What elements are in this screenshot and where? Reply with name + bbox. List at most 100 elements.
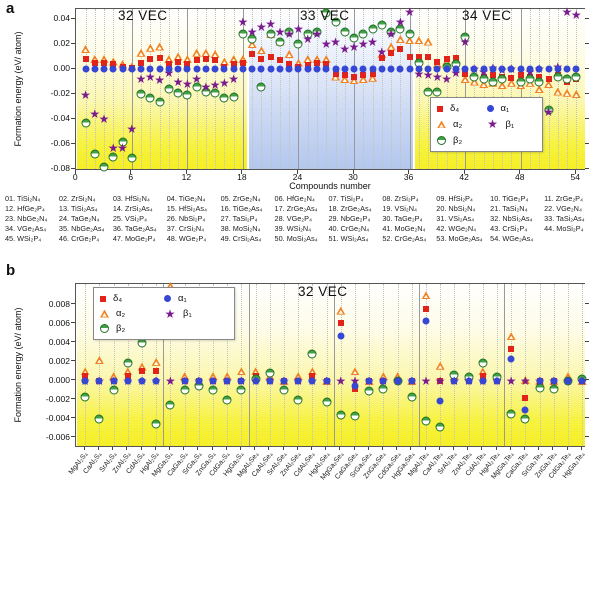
circle-marker [433, 65, 441, 73]
square-marker [378, 54, 385, 61]
panel-b-x-tickmark [183, 447, 185, 450]
star-marker: ★ [293, 22, 304, 36]
panel-b-x-tickmark [523, 447, 525, 450]
half-circle-marker [90, 149, 100, 159]
minor-gridline [418, 9, 420, 169]
circle-marker [563, 65, 571, 73]
legend-item: δ₄ [437, 101, 487, 117]
triangle-marker-inner [203, 52, 209, 56]
square-marker [332, 71, 339, 77]
star-marker: ★ [256, 19, 267, 34]
half-circle-marker [293, 39, 303, 49]
minor-gridline [289, 9, 291, 169]
circle-marker [304, 65, 312, 73]
legend-item: α₂ [100, 306, 164, 321]
triangle-marker-inner [249, 43, 255, 48]
half-circle-marker [123, 358, 133, 368]
panel-b-compound-label: ZnAl₂Se₄ [279, 451, 303, 478]
triangle-marker [460, 75, 470, 83]
half-circle-marker [331, 17, 341, 26]
triangle-marker [469, 77, 479, 86]
circle-marker [323, 377, 331, 385]
circle-marker [195, 377, 203, 385]
half-circle-marker [164, 84, 174, 94]
half-circle-marker [321, 8, 331, 18]
square-marker [517, 72, 524, 79]
minor-gridline [227, 284, 229, 446]
panel-b-compound-label: CdAl₂Se₄ [293, 451, 317, 479]
panel-b-x-tickmark [538, 447, 540, 450]
square-marker [351, 73, 358, 80]
star-marker: ★ [172, 74, 184, 89]
circle-marker [138, 377, 146, 385]
legend-label: β₁ [505, 118, 515, 130]
triangle-marker [94, 356, 104, 364]
major-gridline [298, 9, 300, 169]
compound-list-item: 47. MoGe₂P₄ [112, 234, 156, 243]
star-marker: ★ [434, 373, 446, 388]
panel-a-x-tick-label: 6 [128, 172, 134, 182]
panel-a-legend: δ₄ α₂ β₂ α₁ ★ β₁ [430, 97, 543, 152]
panel-b-compound-label: MgAl₂S₄ [68, 451, 90, 476]
triangle-marker [386, 42, 396, 51]
half-circle-marker [180, 385, 190, 395]
legend-label: α₁ [500, 103, 510, 115]
square-marker [415, 53, 422, 60]
half-circle-marker [155, 97, 165, 106]
half-circle-marker [192, 82, 202, 91]
major-gridline [354, 9, 356, 169]
panel-b-x-tickmark [481, 447, 483, 450]
panel-b-compound-label: CaGa₂S₄ [166, 451, 190, 478]
triangle-marker-inner [573, 93, 579, 98]
circle-marker [128, 65, 136, 73]
half-circle-marker [549, 384, 559, 393]
star-marker: ★ [89, 107, 101, 121]
triangle-marker [80, 367, 90, 376]
major-gridline [187, 9, 189, 169]
panel-a-y-tick-label: -0.02 [50, 88, 70, 98]
compound-list-item: 20. NbSi₂N₄ [436, 204, 476, 213]
circle-marker [124, 377, 132, 385]
minor-gridline [568, 284, 569, 446]
circle-marker [359, 65, 367, 73]
minor-gridline [326, 9, 328, 169]
half-circle-marker [520, 414, 530, 424]
triangle-marker-inner [518, 84, 523, 89]
square-marker [184, 61, 191, 67]
circle-marker [119, 65, 127, 73]
panel-a-x-tick-label: 54 [570, 172, 580, 182]
panel-a-x-tickmark [185, 170, 187, 174]
triangle-marker-inner [83, 48, 88, 53]
circle-marker [470, 65, 478, 73]
minor-gridline [411, 284, 413, 446]
compound-list-item: 26. NbSi₂P₄ [166, 214, 206, 223]
triangle-marker [284, 50, 294, 58]
minor-gridline [483, 9, 485, 169]
compound-list-item: 48. WGe₂P₄ [166, 234, 207, 243]
panel-b-x-tickmark [239, 447, 241, 450]
compound-list-item: 51. WSi₂As₄ [328, 234, 369, 243]
star-marker: ★ [181, 77, 193, 91]
triangle-marker-inner [148, 47, 153, 51]
star-marker: ★ [265, 17, 277, 31]
panel-a-y-tick-label: 0.02 [53, 38, 70, 48]
circle-marker [252, 377, 260, 385]
circle-marker [379, 377, 387, 385]
compound-list-item: 36. TaGe₂As₄ [112, 224, 157, 233]
compound-list-item: 49. CrSi₂As₄ [220, 234, 262, 243]
star-marker: ★ [441, 72, 452, 86]
half-circle-marker [236, 385, 246, 395]
star-marker: ★ [570, 8, 582, 23]
star-marker: ★ [154, 73, 165, 88]
panel-a-region-title-33vec: 33 VEC [300, 8, 350, 23]
square-marker [165, 61, 172, 67]
triangle-marker [349, 76, 359, 85]
half-circle-marker [516, 77, 526, 86]
half-circle-marker [100, 324, 109, 333]
triangle-marker-inner [185, 58, 190, 63]
triangle-marker [123, 367, 133, 376]
circle-marker [137, 65, 145, 73]
square-marker [258, 56, 265, 62]
triangle-marker-inner [253, 370, 258, 375]
panel-b-y-tick-label: -0.006 [45, 431, 70, 442]
